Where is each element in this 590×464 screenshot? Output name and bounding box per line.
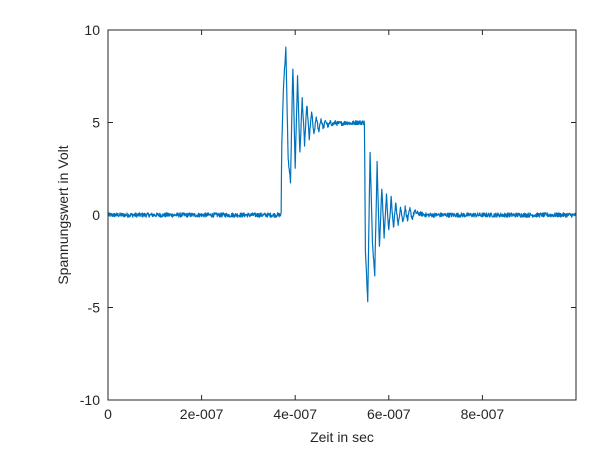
y-tick-label: -5	[88, 300, 101, 316]
x-axis-label: Zeit in sec	[310, 429, 374, 445]
x-tick-label: 0	[104, 406, 112, 422]
x-tick-label: 6e-007	[367, 406, 411, 422]
y-tick-label: 5	[92, 115, 100, 131]
y-tick-label: -10	[80, 392, 100, 408]
y-tick-label: 0	[92, 207, 100, 223]
plot-frame	[107, 29, 577, 401]
series-line	[107, 46, 577, 303]
x-tick-label: 4e-007	[273, 406, 317, 422]
axis-tick-labels: 0 2e-007 4e-007 6e-007 8e-007 -10 -5 0 5 10	[80, 22, 505, 422]
y-axis-label: Spannungswert in Volt	[55, 145, 71, 284]
x-tick-label: 2e-007	[180, 406, 224, 422]
y-tick-label: 10	[84, 22, 100, 38]
x-tick-label: 8e-007	[461, 406, 505, 422]
